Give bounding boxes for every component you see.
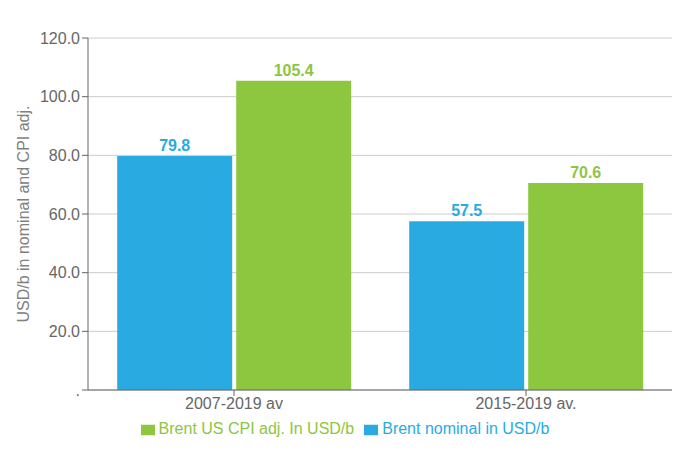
- svg-text:105.4: 105.4: [274, 62, 314, 79]
- svg-text:70.6: 70.6: [570, 164, 601, 181]
- svg-text:79.8: 79.8: [159, 137, 190, 154]
- svg-text:USD/b in nominal and CPI adj.: USD/b in nominal and CPI adj.: [15, 106, 32, 323]
- svg-text:120.0: 120.0: [40, 30, 80, 47]
- svg-text:2015-2019 av.: 2015-2019 av.: [475, 395, 576, 412]
- html-text:Brent nominal in USD/b: Brent nominal in USD/b: [382, 420, 550, 437]
- svg-text:57.5: 57.5: [451, 202, 482, 219]
- svg-text:2007-2019 av: 2007-2019 av: [185, 395, 283, 412]
- svg-text:20.0: 20.0: [49, 323, 80, 340]
- svg-text:.: .: [76, 382, 80, 399]
- html-text:Brent US CPI adj. In USD/b: Brent US CPI adj. In USD/b: [158, 420, 355, 437]
- svg-text:80.0: 80.0: [49, 147, 80, 164]
- svg-text:100.0: 100.0: [40, 88, 80, 105]
- svg-text:40.0: 40.0: [49, 264, 80, 281]
- svg-text:60.0: 60.0: [49, 206, 80, 223]
